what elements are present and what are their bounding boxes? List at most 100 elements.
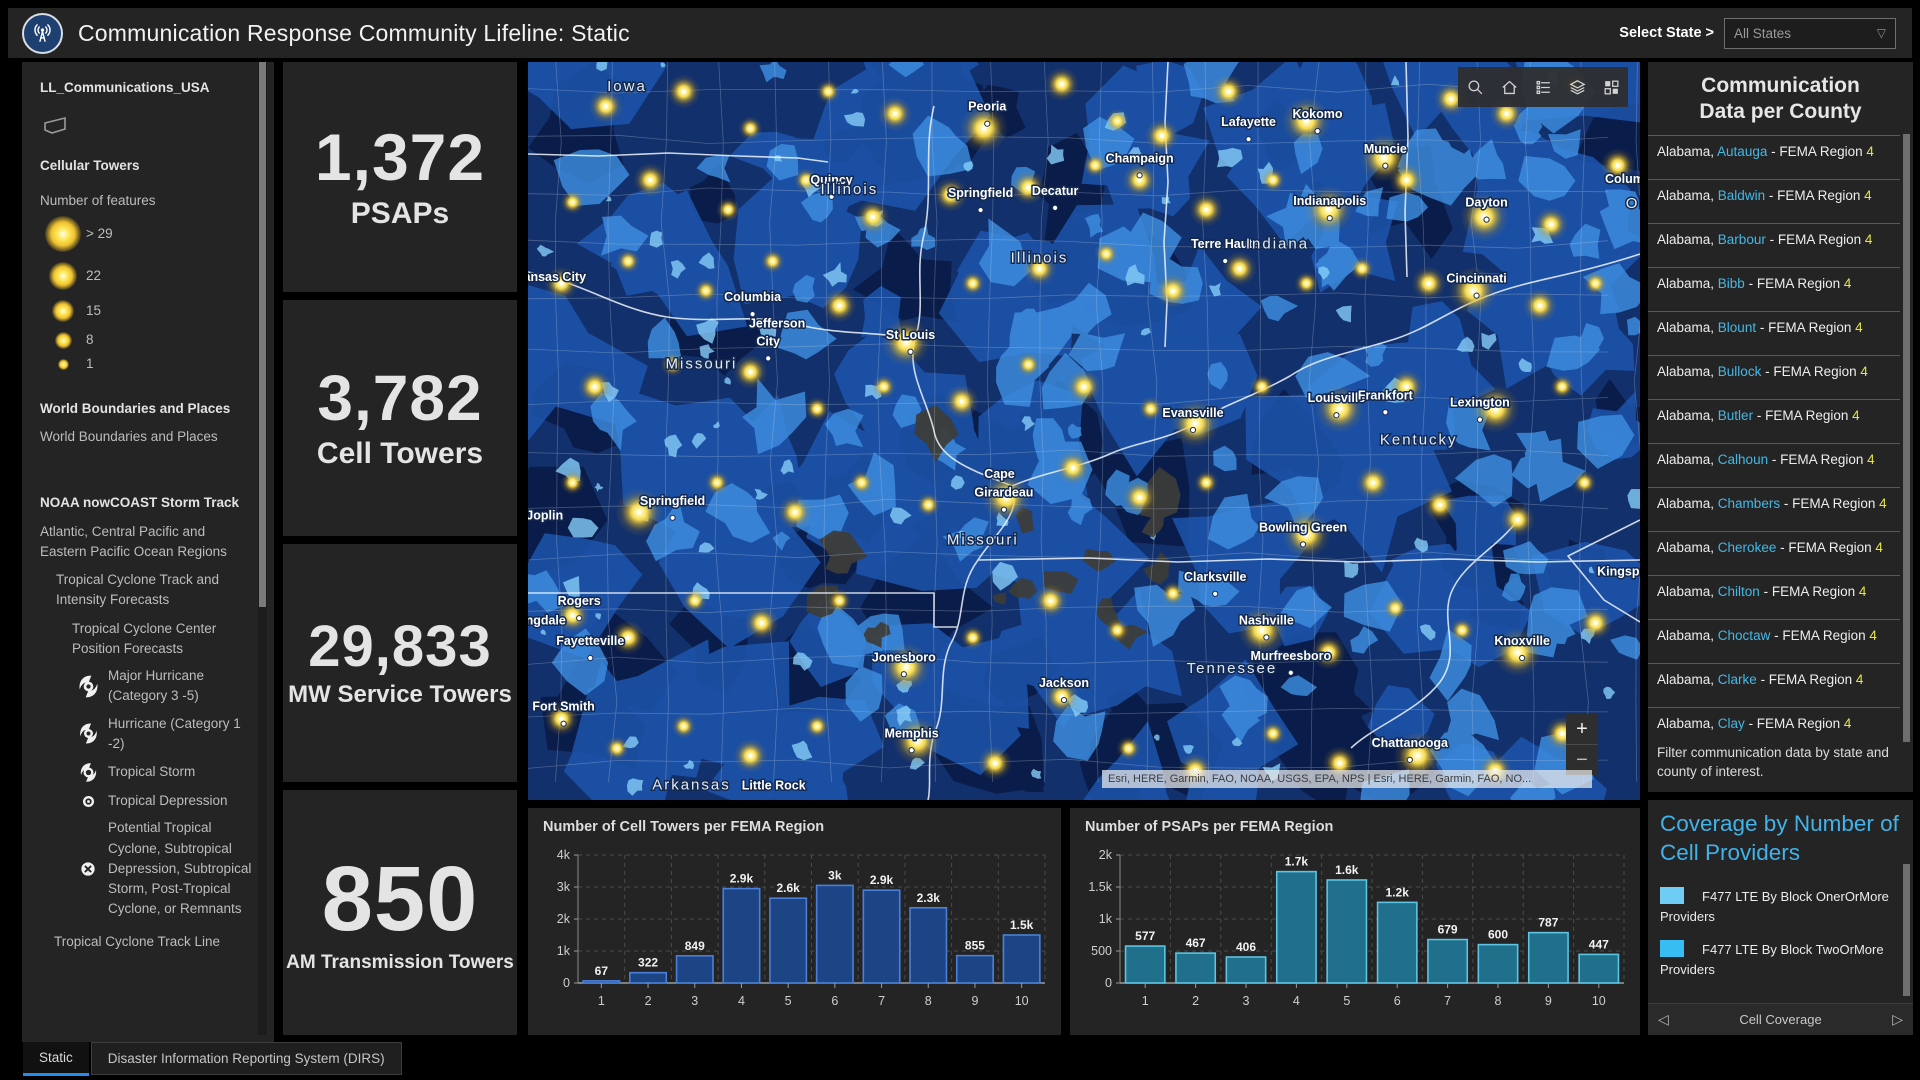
- legend-group-title: LL_Communications_USA: [40, 80, 210, 95]
- tropical-storm-icon: [68, 761, 108, 784]
- psaps-bar-chart[interactable]: 0 500 1k 1.5k 2k 577 1 467 2 406 3 1.7k 4 1.6k 5 1.2k 6 6…: [1070, 835, 1640, 1027]
- svg-text:Champaign: Champaign: [1106, 151, 1174, 165]
- cellular-towers-title: Cellular Towers: [40, 158, 140, 174]
- state-dropdown[interactable]: All States ▽: [1724, 17, 1896, 49]
- tower-glow-dot-icon: [57, 358, 69, 370]
- layers-icon[interactable]: [1560, 67, 1594, 107]
- svg-text:Frankfort: Frankfort: [1358, 388, 1414, 402]
- tab-dirs[interactable]: Disaster Information Reporting System (D…: [90, 1042, 402, 1075]
- county-list-item[interactable]: Alabama, Chambers - FEMA Region 4: [1648, 488, 1900, 532]
- county-list-item[interactable]: Alabama, Clay - FEMA Region 4: [1648, 708, 1900, 739]
- svg-text:Little Rock: Little Rock: [742, 779, 806, 793]
- svg-text:Indianapolis: Indianapolis: [1293, 194, 1366, 208]
- county-list-item[interactable]: Alabama, Bibb - FEMA Region 4: [1648, 268, 1900, 312]
- svg-text:Kansas City: Kansas City: [528, 270, 586, 284]
- county-list-item[interactable]: Alabama, Butler - FEMA Region 4: [1648, 400, 1900, 444]
- svg-text:Lexington: Lexington: [1450, 396, 1510, 410]
- svg-text:Terre Haute: Terre Haute: [1191, 237, 1260, 251]
- svg-text:Illinois: Illinois: [1011, 250, 1069, 267]
- svg-text:Quincy: Quincy: [810, 173, 852, 187]
- svg-text:9: 9: [1545, 994, 1552, 1008]
- county-list-item[interactable]: Alabama, Autauga - FEMA Region 4: [1648, 136, 1900, 180]
- stat-mw-towers-value: 29,833: [308, 613, 492, 679]
- storm-region-label: Atlantic, Central Pacific and Eastern Pa…: [40, 523, 227, 559]
- cellular-class-label: 1: [86, 356, 94, 372]
- county-list-item[interactable]: Alabama, Baldwin - FEMA Region 4: [1648, 180, 1900, 224]
- basemap-icon[interactable]: [1594, 67, 1628, 107]
- county-name-link: Clarke: [1717, 671, 1757, 687]
- stat-am-towers: 850 AM Transmission Towers: [283, 790, 517, 1035]
- major-hurricane-icon: [68, 673, 108, 700]
- search-icon[interactable]: [1458, 67, 1492, 107]
- county-name-link: Blount: [1717, 319, 1757, 335]
- svg-text:67: 67: [595, 964, 609, 978]
- svg-text:Springdale: Springdale: [528, 613, 566, 627]
- tropical-depression-icon: [68, 792, 108, 811]
- svg-text:1: 1: [1142, 994, 1149, 1008]
- county-name-link: Clay: [1717, 715, 1745, 731]
- svg-text:0: 0: [563, 976, 570, 990]
- svg-text:8: 8: [1495, 994, 1502, 1008]
- cellular-class-label: 8: [86, 332, 94, 348]
- coverage-panel: Coverage by Number of Cell Providers F47…: [1648, 800, 1913, 1035]
- storm-legend-row: Potential Tropical Cyclone, Subtropical …: [68, 818, 274, 919]
- svg-text:600: 600: [1488, 928, 1508, 942]
- zoom-in-button[interactable]: +: [1576, 717, 1588, 740]
- svg-text:Jackson: Jackson: [1039, 676, 1089, 690]
- county-list-item[interactable]: Alabama, Clarke - FEMA Region 4: [1648, 664, 1900, 708]
- svg-text:10: 10: [1015, 994, 1029, 1008]
- county-list-item[interactable]: Alabama, Cherokee - FEMA Region 4: [1648, 532, 1900, 576]
- home-icon[interactable]: [1492, 67, 1526, 107]
- sidebar-scrollbar[interactable]: [258, 62, 267, 1035]
- county-list-scrollbar[interactable]: [1903, 134, 1910, 742]
- cellular-class-row: 8: [40, 327, 274, 354]
- svg-text:Dayton: Dayton: [1465, 196, 1507, 210]
- county-name-link: Chambers: [1717, 495, 1781, 511]
- legend-icon[interactable]: [1526, 67, 1560, 107]
- hurricane-icon: [68, 721, 108, 746]
- pager-next-icon[interactable]: ▷: [1892, 1011, 1903, 1027]
- map-toolbar: [1458, 67, 1628, 107]
- svg-text:Fort Smith: Fort Smith: [532, 700, 595, 714]
- stat-cell-towers: 3,782 Cell Towers: [283, 300, 517, 536]
- svg-text:2k: 2k: [1099, 848, 1113, 862]
- county-list-item[interactable]: Alabama, Bullock - FEMA Region 4: [1648, 356, 1900, 400]
- county-list-item[interactable]: Alabama, Calhoun - FEMA Region 4: [1648, 444, 1900, 488]
- tab-static[interactable]: Static: [23, 1042, 89, 1076]
- pager-label: Cell Coverage: [1739, 1012, 1822, 1027]
- map-canvas[interactable]: Peoria Kokomo Lafayette Muncie Champaign Quin…: [528, 62, 1640, 800]
- svg-text:Cape: Cape: [984, 467, 1015, 481]
- stat-cell-towers-value: 3,782: [317, 362, 483, 435]
- coverage-legend-item: F477 LTE By Block OnerOrMore Providers: [1660, 886, 1889, 924]
- cellular-class-row: > 29: [40, 211, 274, 257]
- zoom-out-button[interactable]: −: [1566, 744, 1598, 775]
- svg-text:Evansville: Evansville: [1162, 406, 1223, 420]
- pager-prev-icon[interactable]: ◁: [1658, 1011, 1669, 1027]
- svg-text:0: 0: [1105, 976, 1112, 990]
- county-list-item[interactable]: Alabama, Choctaw - FEMA Region 4: [1648, 620, 1900, 664]
- county-name-link: Barbour: [1717, 231, 1766, 247]
- county-name-link: Calhoun: [1717, 451, 1769, 467]
- county-name-link: Bullock: [1717, 363, 1762, 379]
- coverage-scrollbar[interactable]: [1903, 864, 1910, 996]
- storm-legend-label: Tropical Depression: [108, 793, 228, 808]
- county-list-item[interactable]: Alabama, Barbour - FEMA Region 4: [1648, 224, 1900, 268]
- svg-text:2.9k: 2.9k: [730, 872, 754, 886]
- area-symbol-icon: [44, 117, 66, 135]
- svg-text:7: 7: [878, 994, 885, 1008]
- county-list-item[interactable]: Alabama, Chilton - FEMA Region 4: [1648, 576, 1900, 620]
- svg-text:500: 500: [1091, 944, 1112, 958]
- fema-region-value: 4: [1852, 407, 1860, 423]
- svg-text:4: 4: [1293, 994, 1300, 1008]
- county-panel-title: Communication Data per County: [1699, 74, 1862, 124]
- svg-text:Muncie: Muncie: [1364, 142, 1407, 156]
- fema-region-value: 4: [1855, 671, 1864, 687]
- svg-text:2: 2: [645, 994, 652, 1008]
- coverage-pager: ◁ Cell Coverage ▷: [1648, 1003, 1913, 1035]
- tower-glow-dot-icon: [49, 261, 77, 290]
- county-list-item[interactable]: Alabama, Blount - FEMA Region 4: [1648, 312, 1900, 356]
- state-dropdown-value: All States: [1734, 25, 1792, 41]
- cell-towers-bar-chart[interactable]: 0 1k 2k 3k 4k 67 1 322 2 849 3 2.9k 4 2.6k 5 3k 6 2.9k 7 2.…: [528, 835, 1061, 1027]
- fema-region-value: 4: [1843, 275, 1852, 291]
- county-list: Alabama, Autauga - FEMA Region 4 Alabama,…: [1648, 134, 1900, 739]
